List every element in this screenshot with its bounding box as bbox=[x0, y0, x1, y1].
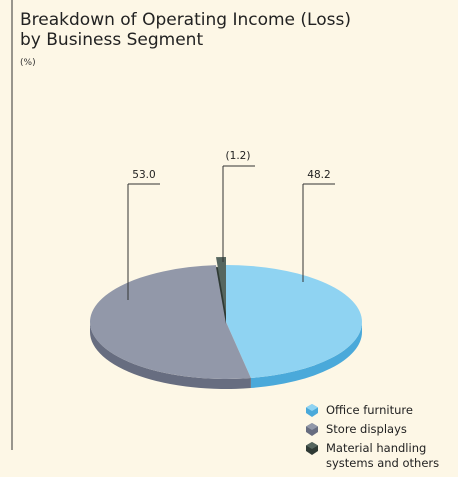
legend-swatch bbox=[306, 442, 318, 455]
legend-label: Material handling systems and others bbox=[326, 441, 440, 470]
slice-side bbox=[250, 322, 362, 389]
unit-label: (%) bbox=[20, 58, 36, 68]
legend-label: Store displays bbox=[326, 422, 407, 436]
slice-top bbox=[89, 265, 251, 380]
legend-item: Material handling systems and others bbox=[306, 441, 456, 471]
slice-top bbox=[215, 257, 226, 314]
pie-slice bbox=[215, 257, 226, 324]
swatch-top bbox=[306, 404, 318, 411]
pie-slice bbox=[226, 265, 363, 389]
swatch-top bbox=[306, 423, 318, 430]
legend-item: Store displays bbox=[306, 422, 456, 437]
swatch-top bbox=[306, 442, 318, 449]
legend-swatch bbox=[306, 404, 318, 417]
data-label: 53.0 bbox=[132, 169, 155, 181]
slice-side bbox=[90, 322, 251, 389]
legend: Office furniture Store displays Material h… bbox=[306, 403, 456, 475]
chart-title: Breakdown of Operating Income (Loss) bbox=[20, 10, 351, 30]
slice-top bbox=[226, 265, 363, 379]
legend-label: Office furniture bbox=[326, 403, 413, 417]
legend-item: Office furniture bbox=[306, 403, 456, 418]
chart-title: by Business Segment bbox=[20, 30, 204, 50]
legend-swatch bbox=[306, 423, 318, 436]
data-label: 48.2 bbox=[307, 169, 330, 181]
pie-slice bbox=[89, 265, 251, 389]
data-label: (1.2) bbox=[226, 150, 251, 162]
